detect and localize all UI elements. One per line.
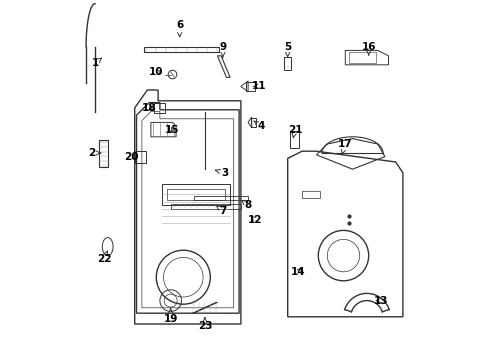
Text: 8: 8 xyxy=(241,200,251,210)
Text: 21: 21 xyxy=(287,125,302,138)
Text: 20: 20 xyxy=(123,152,138,162)
Text: 10: 10 xyxy=(149,67,163,77)
Text: 5: 5 xyxy=(284,42,291,57)
Text: 19: 19 xyxy=(163,308,178,324)
Text: 22: 22 xyxy=(97,251,111,264)
Text: 6: 6 xyxy=(176,20,183,37)
Text: 15: 15 xyxy=(165,125,180,135)
Text: 12: 12 xyxy=(247,215,262,225)
Text: 7: 7 xyxy=(216,206,226,216)
Text: 4: 4 xyxy=(254,121,264,131)
Text: 17: 17 xyxy=(337,139,352,154)
Text: 2: 2 xyxy=(88,148,101,158)
Text: 3: 3 xyxy=(215,168,228,178)
Text: 16: 16 xyxy=(361,42,375,55)
Text: 9: 9 xyxy=(219,42,226,57)
Text: 11: 11 xyxy=(251,81,265,91)
Text: 18: 18 xyxy=(142,103,156,113)
Text: 1: 1 xyxy=(91,58,102,68)
Text: 23: 23 xyxy=(197,318,212,331)
Text: 13: 13 xyxy=(373,296,388,306)
Text: 14: 14 xyxy=(290,267,305,277)
